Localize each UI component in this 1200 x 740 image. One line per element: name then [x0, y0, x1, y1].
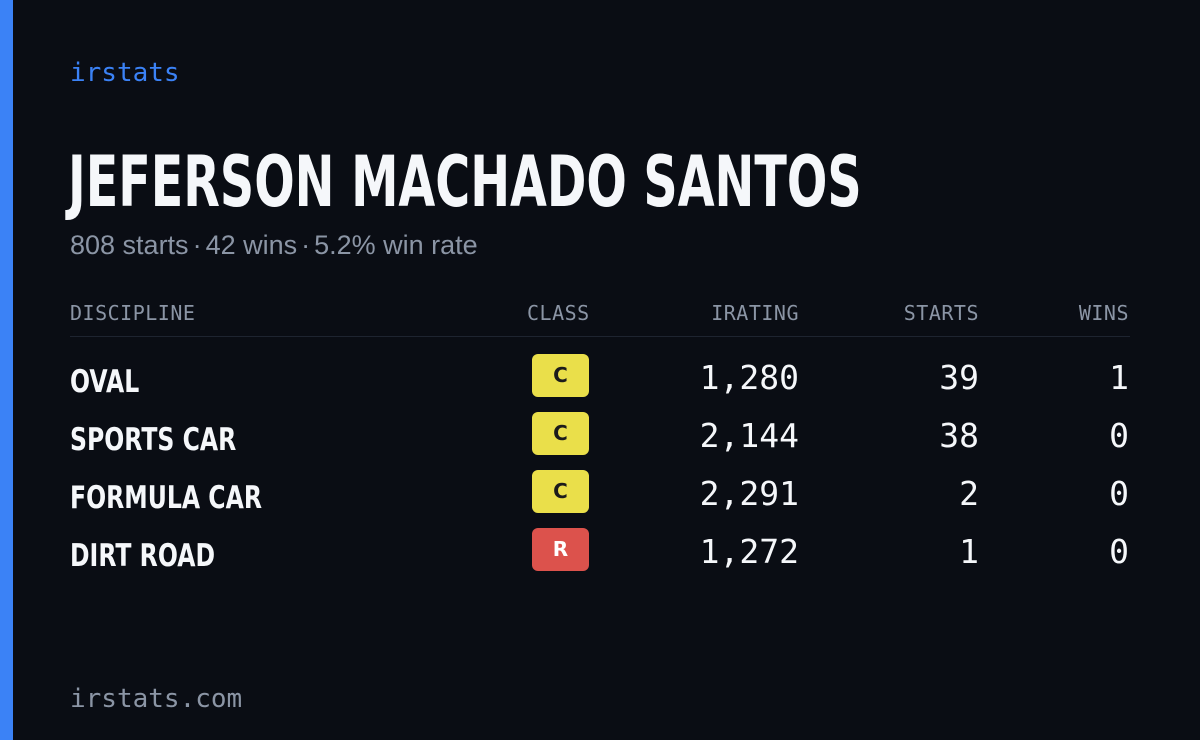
- discipline-name: FORMULA CAR: [70, 480, 262, 516]
- driver-name: JEFERSON MACHADO SANTOS: [68, 141, 862, 223]
- starts-total: 808 starts: [70, 230, 189, 260]
- accent-bar: [0, 0, 13, 740]
- class-badge: R: [532, 528, 589, 571]
- starts-value: 1: [959, 532, 979, 571]
- table-row: SPORTS CAR C 2,144 38 0: [70, 412, 1130, 470]
- wins-value: 1: [1109, 358, 1129, 397]
- header-starts: STARTS: [903, 301, 979, 325]
- wins-value: 0: [1109, 532, 1129, 571]
- driver-summary: 808 starts · 42 wins · 5.2% win rate: [70, 228, 478, 262]
- header-irating: IRATING: [711, 301, 799, 325]
- irating-value: 2,291: [699, 474, 799, 513]
- brand-logo: irstats: [70, 58, 180, 88]
- irating-value: 2,144: [699, 416, 799, 455]
- wins-value: 0: [1109, 474, 1129, 513]
- table-header: DISCIPLINE CLASS IRATING STARTS WINS: [70, 296, 1130, 337]
- table-row: OVAL C 1,280 39 1: [70, 354, 1130, 412]
- discipline-name: DIRT ROAD: [70, 538, 216, 574]
- class-badge: C: [532, 412, 589, 455]
- irating-value: 1,280: [699, 358, 799, 397]
- starts-value: 38: [939, 416, 979, 455]
- discipline-name: OVAL: [70, 364, 140, 400]
- header-discipline: DISCIPLINE: [70, 301, 196, 325]
- table-row: FORMULA CAR C 2,291 2 0: [70, 470, 1130, 528]
- header-class: CLASS: [527, 301, 590, 325]
- class-badge: C: [532, 354, 589, 397]
- footer-url: irstats.com: [70, 684, 243, 714]
- discipline-table: DISCIPLINE CLASS IRATING STARTS WINS OVA…: [70, 296, 1130, 574]
- separator: ·: [301, 230, 311, 260]
- class-badge: C: [532, 470, 589, 513]
- win-rate: 5.2% win rate: [314, 230, 478, 260]
- wins-total: 42 wins: [205, 230, 298, 260]
- table-row: DIRT ROAD R 1,272 1 0: [70, 528, 1130, 586]
- irating-value: 1,272: [699, 532, 799, 571]
- starts-value: 2: [959, 474, 979, 513]
- header-wins: WINS: [1078, 301, 1129, 325]
- starts-value: 39: [939, 358, 979, 397]
- separator: ·: [192, 230, 202, 260]
- discipline-name: SPORTS CAR: [70, 422, 237, 458]
- wins-value: 0: [1109, 416, 1129, 455]
